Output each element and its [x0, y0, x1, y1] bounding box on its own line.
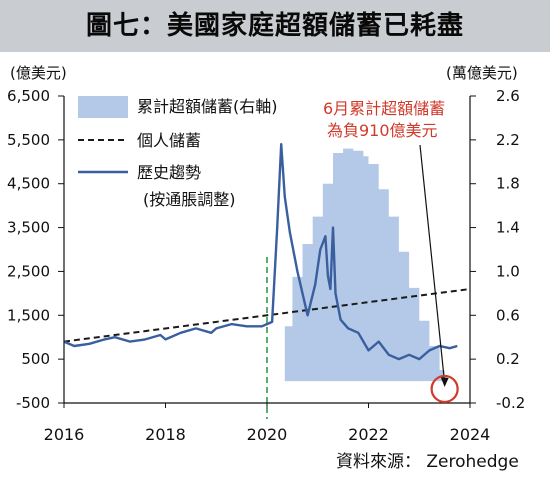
- legend-swatch-area: [78, 96, 128, 118]
- annotation-text: 6月累計超額儲蓄: [323, 99, 445, 118]
- excess-savings-area: [279, 148, 445, 382]
- personal-savings-line: [63, 288, 471, 343]
- header-banner: 圖七：美國家庭超額儲蓄已耗盡: [0, 0, 550, 52]
- y-right-tick-label: 1.4: [496, 219, 520, 237]
- y-left-axis-label: (億美元): [10, 64, 67, 82]
- y-right-tick-label: 0.2: [496, 350, 520, 368]
- legend-label-trend-note: (按通脹調整): [143, 190, 236, 209]
- chart-plot: (億美元) (萬億美元) 6,500 5,500 4,500 3,500 2,500 1,50…: [7, 64, 525, 444]
- y-right-tick-label: 1.0: [496, 262, 520, 280]
- y-left-tick-label: 2,500: [7, 262, 50, 280]
- y-left-tick-label: 5,500: [7, 131, 50, 149]
- annotation-arrow: [419, 144, 446, 384]
- y-left-tick-label: -500: [16, 394, 50, 412]
- y-left-tick-label: 500: [21, 350, 50, 368]
- y-right-tick-label: 1.8: [496, 175, 520, 193]
- x-tick-label: 2018: [145, 425, 186, 444]
- y-right-axis-label: (萬億美元): [446, 64, 518, 82]
- annotation-text: 為負910億美元: [327, 121, 438, 140]
- y-left-tick-label: 3,500: [7, 219, 50, 237]
- annotation-arrowhead: [440, 376, 449, 387]
- legend-label-personal: 個人儲蓄: [137, 131, 201, 150]
- y-left-tick-label: 4,500: [7, 175, 50, 193]
- legend-label-area: 累計超額儲蓄(右軸): [137, 97, 278, 116]
- x-tick-label: 2024: [450, 425, 491, 444]
- y-right-tick-label: 2.6: [496, 87, 520, 105]
- legend-label-trend: 歷史趨勢: [137, 163, 201, 182]
- x-tick-label: 2020: [247, 425, 288, 444]
- chart-title: 圖七：美國家庭超額儲蓄已耗盡: [85, 11, 464, 41]
- y-left-tick-label: 6,500: [7, 87, 50, 105]
- annotation-highlight-circle: [430, 374, 459, 404]
- historical-trend-line: [63, 142, 458, 361]
- y-right-tick-label: 0.6: [496, 306, 520, 324]
- y-right-tick-label: 2.2: [496, 131, 520, 149]
- y-right-tick-label: -0.2: [496, 394, 525, 412]
- x-tick-label: 2016: [44, 425, 85, 444]
- source-note: 資料來源： Zerohedge: [336, 452, 519, 472]
- x-tick-label: 2022: [348, 425, 389, 444]
- y-left-tick-label: 1,500: [7, 306, 50, 324]
